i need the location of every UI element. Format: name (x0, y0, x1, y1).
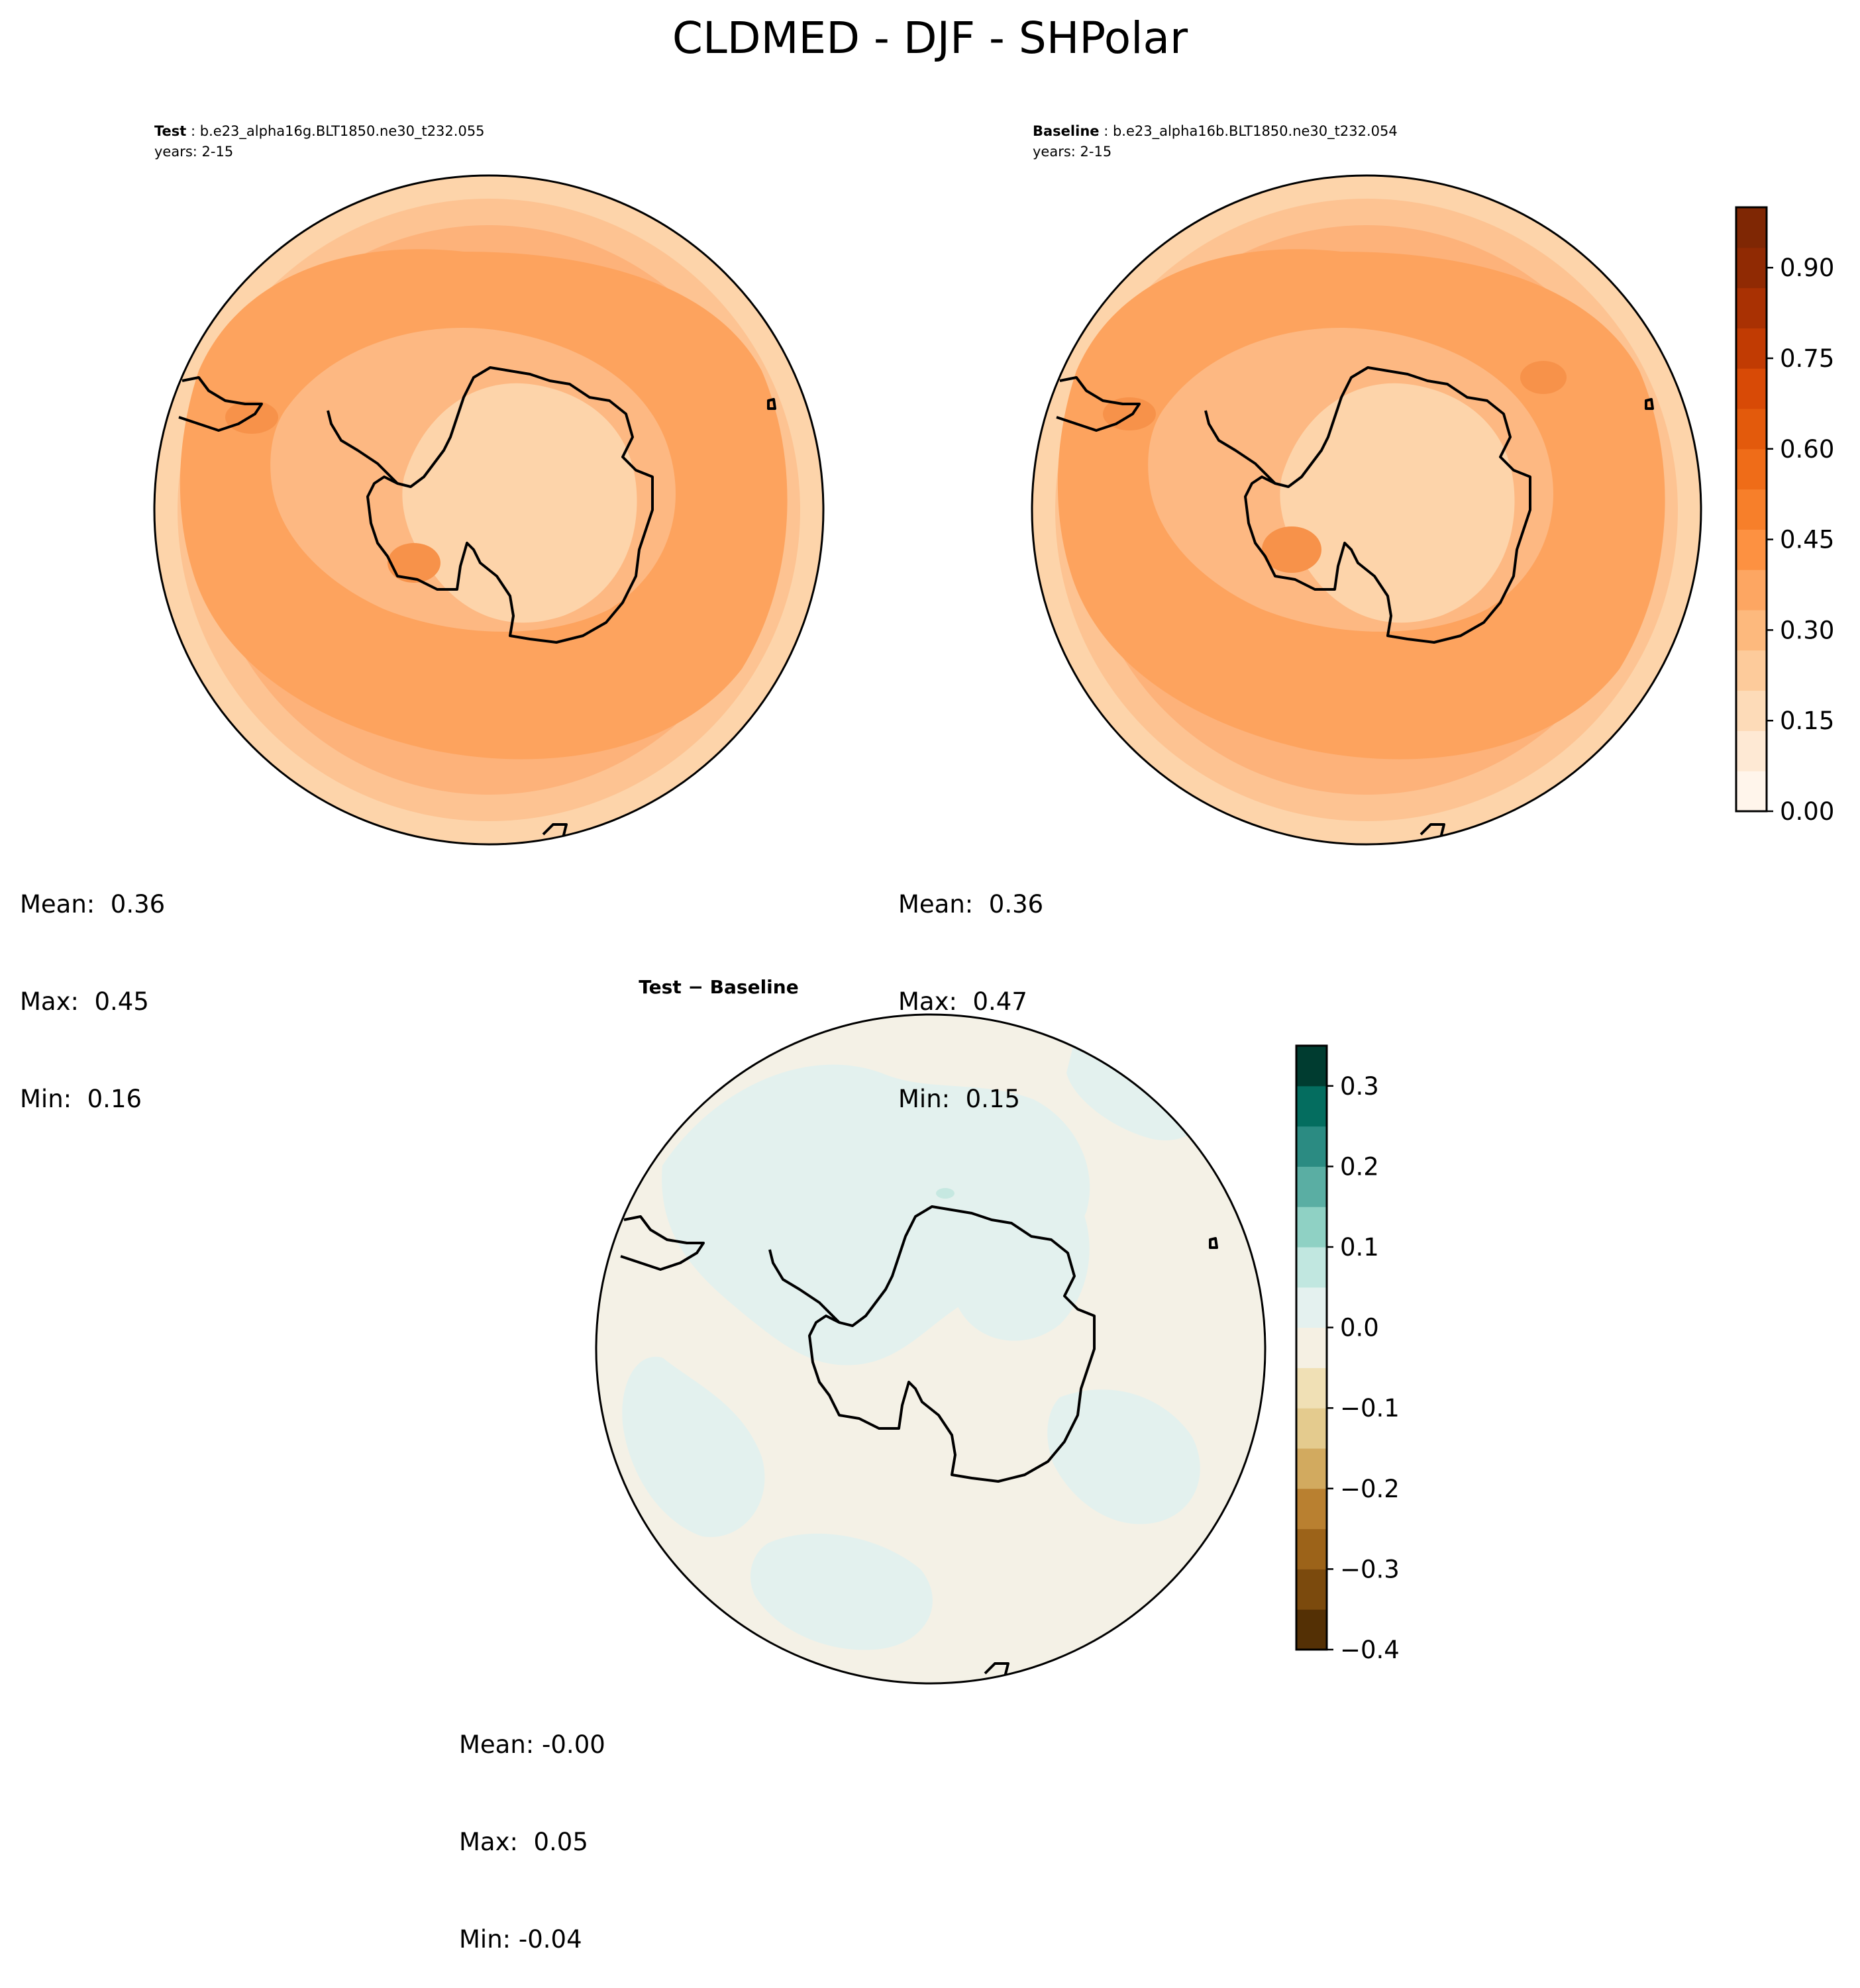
colorbar-segment (1736, 368, 1767, 409)
colorbar-segment (1736, 730, 1767, 771)
colorbar-segment (1296, 1085, 1327, 1127)
map-test-boundary (153, 174, 825, 846)
colorbar-segment (1736, 529, 1767, 570)
panel-test-sep: : (186, 123, 199, 139)
figure-title: CLDMED - DJF - SHPolar (672, 13, 1188, 64)
colorbar-tick-label: 0.1 (1340, 1233, 1379, 1262)
colorbar-segment (1296, 1569, 1327, 1610)
panel-test-stats: Mean: 0.36 Max: 0.45 Min: 0.16 (20, 823, 165, 1148)
colorbar-tick-label: −0.4 (1340, 1636, 1400, 1664)
panel-test-header: Test : b.e23_alpha16g.BLT1850.ne30_t232.… (154, 123, 485, 140)
colorbar-tick-label: 0.00 (1780, 797, 1834, 826)
colorbar-segment (1296, 1609, 1327, 1650)
colorbar-tick-label: 0.30 (1780, 616, 1834, 644)
colorbar-frame (1735, 206, 1768, 813)
colorbar-tick-label: 0.45 (1780, 526, 1834, 554)
map-baseline-boundary (1031, 174, 1702, 846)
antarctic-peninsula-icon (1204, 410, 1276, 485)
panel-test-years: years: 2-15 (154, 144, 233, 160)
small-island-icon (1209, 1237, 1218, 1249)
test-coastlines (178, 366, 776, 838)
stat-mean: Mean: 0.36 (898, 890, 1044, 919)
colorbar-segment (1296, 1528, 1327, 1569)
colorbar-segment (1736, 247, 1767, 289)
stat-max: Max: 0.47 (898, 987, 1027, 1016)
small-island-icon (1645, 398, 1654, 410)
colorbar-segment (1296, 1408, 1327, 1449)
stat-mean: Mean: 0.36 (20, 890, 166, 919)
colorbar-segment (1736, 771, 1767, 812)
baseline-coastlines (1056, 366, 1654, 838)
colorbar-tick-label: 0.75 (1780, 344, 1834, 373)
diff-positive-region-3 (622, 1356, 765, 1538)
diff-positive-region-5 (750, 1533, 933, 1650)
panel-baseline-sep: : (1100, 123, 1113, 139)
panel-baseline-label: Baseline (1033, 123, 1100, 139)
colorbar-segment (1296, 1126, 1327, 1167)
colorbar-segment (1736, 287, 1767, 328)
panel-baseline-header: Baseline : b.e23_alpha16b.BLT1850.ne30_t… (1033, 123, 1398, 140)
colorbar-segment (1296, 1488, 1327, 1530)
map-baseline (1032, 175, 1701, 844)
figure-canvas: CLDMED - DJF - SHPolar Test : b.e23_alph… (153, 13, 1834, 1685)
panel-diff-title: Test − Baseline (639, 976, 798, 998)
colorbar-segment (1296, 1287, 1327, 1328)
south-america-tip-icon (178, 376, 263, 432)
stat-min: Min: 0.16 (20, 1085, 142, 1113)
colorbar-tick-label: 0.2 (1340, 1152, 1379, 1181)
colorbar-tick-label: 0.60 (1780, 435, 1834, 464)
colorbar-segment (1736, 489, 1767, 530)
panel-baseline-years: years: 2-15 (1033, 144, 1111, 160)
colorbar-segment (1736, 570, 1767, 611)
colorbar-segment (1296, 1207, 1327, 1248)
stat-max: Max: 0.05 (459, 1828, 588, 1856)
colorbar-segment (1736, 409, 1767, 450)
colorbar-segment (1736, 610, 1767, 651)
map-diff (596, 1015, 1265, 1683)
panel-diff-stats: Mean: -0.00 Max: 0.05 Min: -0.04 (459, 1664, 605, 1988)
colorbar-field: 0.00 0.15 0.30 0.45 0.60 0.75 0.90 (1735, 206, 1834, 826)
panel-baseline-stats: Mean: 0.36 Max: 0.47 Min: 0.15 (898, 823, 1043, 1148)
new-zealand-fragment-icon (984, 1662, 1009, 1677)
colorbar-tick-label: 0.15 (1780, 707, 1834, 735)
colorbar-tick-label: −0.1 (1340, 1394, 1400, 1422)
colorbar-frame (1295, 1044, 1328, 1651)
colorbar-segment (1296, 1046, 1327, 1087)
south-america-tip-icon (620, 1215, 705, 1271)
colorbar-segment (1296, 1247, 1327, 1288)
colorbar-tick-label: 0.3 (1340, 1072, 1379, 1101)
diff-positive-region-2 (937, 1156, 1090, 1341)
stat-max: Max: 0.45 (20, 987, 149, 1016)
colorbar-tick-label: −0.3 (1340, 1555, 1400, 1583)
map-test (154, 175, 823, 844)
colorbar-segment (1296, 1327, 1327, 1368)
colorbar-tick-label: −0.2 (1340, 1475, 1400, 1503)
stat-min: Min: -0.04 (459, 1925, 582, 1954)
colorbar-segment (1296, 1166, 1327, 1207)
antarctic-peninsula-icon (327, 410, 399, 485)
colorbar-segment (1736, 690, 1767, 731)
diff-positive-region-4 (1047, 1389, 1200, 1524)
panel-baseline-case: b.e23_alpha16b.BLT1850.ne30_t232.054 (1113, 123, 1398, 140)
new-zealand-fragment-icon (1420, 823, 1445, 838)
map-diff-boundary (595, 1013, 1266, 1685)
stat-min: Min: 0.15 (898, 1085, 1021, 1113)
colorbar-segment (1296, 1448, 1327, 1489)
panel-test-label: Test (154, 123, 186, 139)
new-zealand-fragment-icon (542, 823, 568, 838)
stat-mean: Mean: -0.00 (459, 1730, 605, 1759)
panel-test-case: b.e23_alpha16g.BLT1850.ne30_t232.055 (200, 123, 485, 140)
colorbar-segment (1736, 448, 1767, 490)
colorbar-segment (1736, 650, 1767, 691)
colorbar-segment (1296, 1367, 1327, 1409)
colorbar-tick-label: 0.0 (1340, 1314, 1379, 1342)
colorbar-tick-label: 0.90 (1780, 254, 1834, 282)
diff-coastlines (620, 1205, 1218, 1677)
small-island-icon (767, 398, 776, 410)
colorbar-segment (1736, 207, 1767, 248)
colorbar-diff: 0.3 0.2 0.1 0.0 −0.1 −0.2 −0.3 −0.4 (1295, 1044, 1400, 1664)
south-america-tip-icon (1056, 376, 1141, 432)
antarctic-peninsula-icon (768, 1249, 841, 1324)
colorbar-segment (1736, 328, 1767, 369)
